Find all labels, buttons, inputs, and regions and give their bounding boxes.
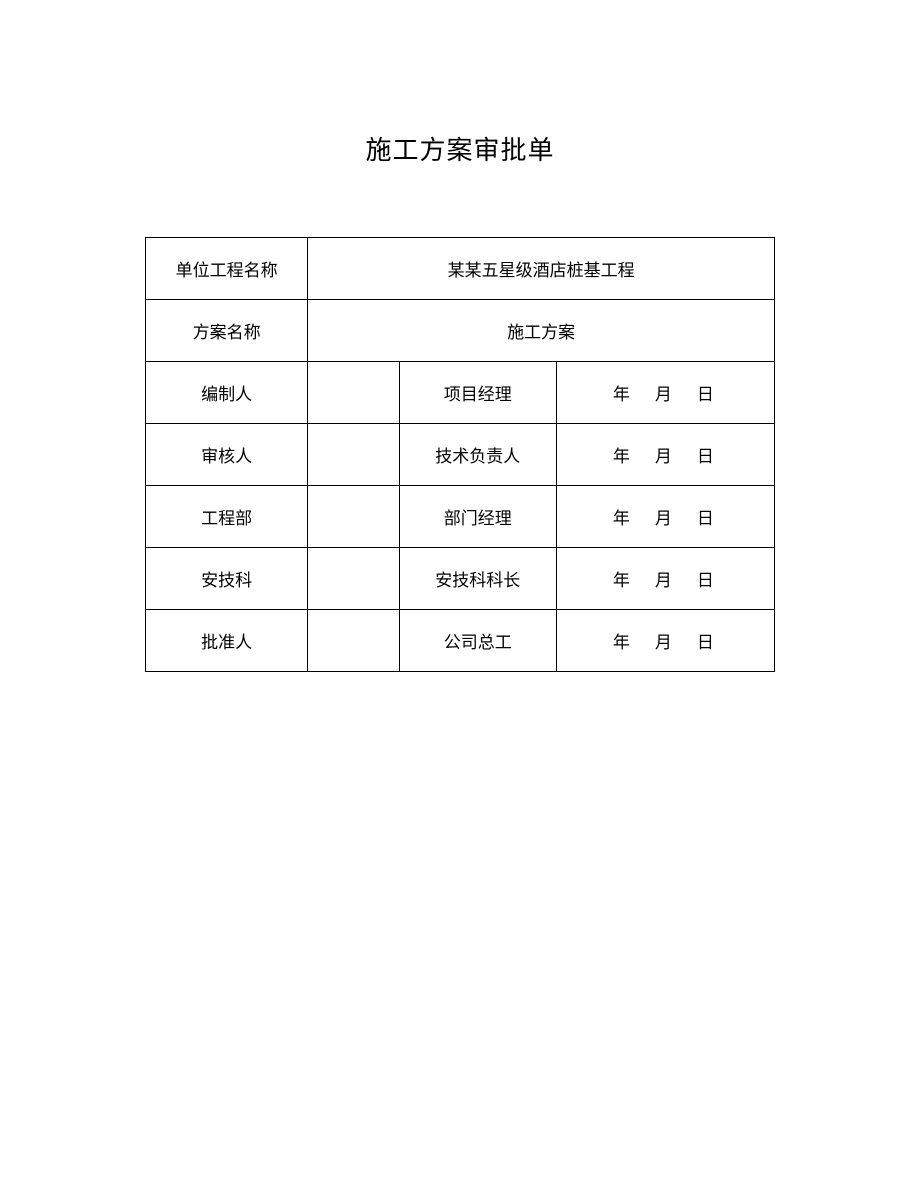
approval-row: 编制人 项目经理 年 月 日 xyxy=(146,362,775,424)
approval-label: 审核人 xyxy=(146,424,308,486)
approval-label: 安技科 xyxy=(146,548,308,610)
approval-signature xyxy=(308,548,399,610)
approval-row: 批准人 公司总工 年 月 日 xyxy=(146,610,775,672)
page-container: 施工方案审批单 单位工程名称 某某五星级酒店桩基工程 方案名称 施工方案 编制人… xyxy=(0,0,920,672)
approval-date: 年 月 日 xyxy=(556,610,774,672)
approval-row: 审核人 技术负责人 年 月 日 xyxy=(146,424,775,486)
approval-table: 单位工程名称 某某五星级酒店桩基工程 方案名称 施工方案 编制人 项目经理 年 … xyxy=(145,237,775,672)
approval-signature xyxy=(308,610,399,672)
approval-label: 批准人 xyxy=(146,610,308,672)
approval-label: 编制人 xyxy=(146,362,308,424)
approval-role: 部门经理 xyxy=(399,486,556,548)
approval-role: 公司总工 xyxy=(399,610,556,672)
value-project-name: 某某五星级酒店桩基工程 xyxy=(308,238,775,300)
approval-date: 年 月 日 xyxy=(556,486,774,548)
approval-date: 年 月 日 xyxy=(556,548,774,610)
approval-row: 工程部 部门经理 年 月 日 xyxy=(146,486,775,548)
header-row-plan: 方案名称 施工方案 xyxy=(146,300,775,362)
value-plan-name: 施工方案 xyxy=(308,300,775,362)
approval-role: 技术负责人 xyxy=(399,424,556,486)
approval-date: 年 月 日 xyxy=(556,424,774,486)
label-plan-name: 方案名称 xyxy=(146,300,308,362)
approval-label: 工程部 xyxy=(146,486,308,548)
approval-signature xyxy=(308,486,399,548)
approval-signature xyxy=(308,424,399,486)
approval-role: 项目经理 xyxy=(399,362,556,424)
label-project-name: 单位工程名称 xyxy=(146,238,308,300)
approval-date: 年 月 日 xyxy=(556,362,774,424)
approval-role: 安技科科长 xyxy=(399,548,556,610)
approval-signature xyxy=(308,362,399,424)
header-row-project: 单位工程名称 某某五星级酒店桩基工程 xyxy=(146,238,775,300)
approval-row: 安技科 安技科科长 年 月 日 xyxy=(146,548,775,610)
document-title: 施工方案审批单 xyxy=(145,130,775,167)
